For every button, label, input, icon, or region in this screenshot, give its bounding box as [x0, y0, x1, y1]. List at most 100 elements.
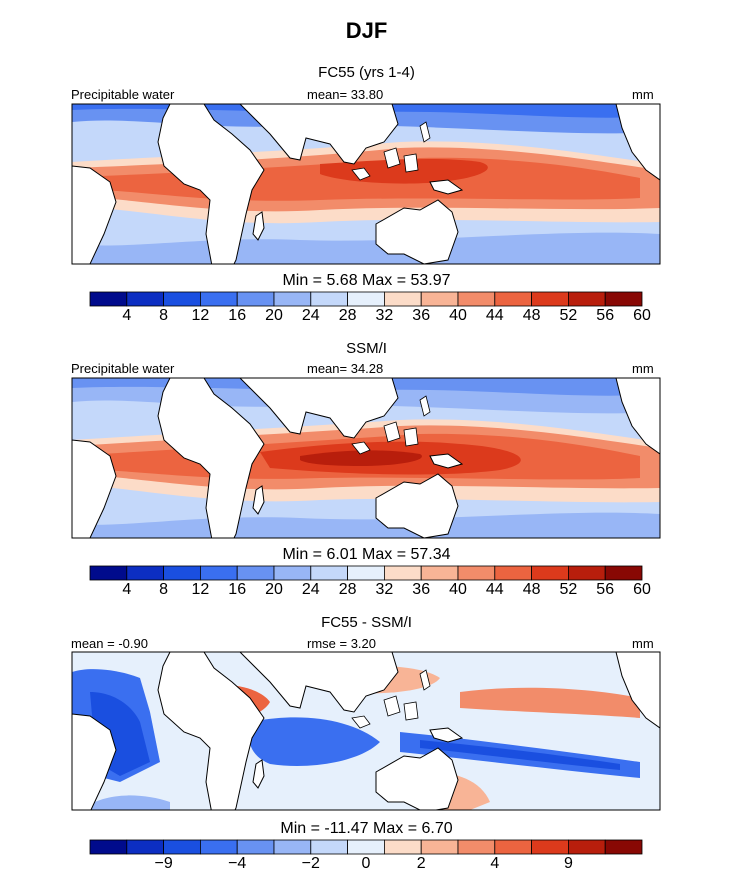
colorbar-swatch	[531, 839, 569, 855]
colorbar-swatch	[236, 565, 275, 581]
page-title: DJF	[345, 18, 388, 43]
panel-3-minmax: Min = -11.47 Max = 6.70	[280, 820, 453, 837]
colorbar-swatch	[126, 291, 165, 307]
panel-3-frame	[71, 651, 661, 811]
colorbar-tick-label: 36	[412, 307, 431, 324]
panel-3-rmse-label: rmse = 3.20	[307, 636, 377, 651]
panel-2-left-label: Precipitable water	[71, 361, 175, 376]
colorbar-tick-label: 28	[338, 307, 357, 324]
panel-2-colorbar	[89, 565, 643, 581]
panel-3-left-label: mean = -0.90	[71, 636, 148, 651]
colorbar-swatch	[273, 291, 312, 307]
colorbar-swatch	[604, 291, 643, 307]
panel-2-title: SSM/I	[346, 340, 387, 357]
panel-1-left-label: Precipitable water	[71, 87, 175, 102]
colorbar-swatch	[568, 565, 606, 581]
colorbar-tick-label: 56	[596, 307, 615, 324]
colorbar-tick-label: 4	[122, 307, 132, 324]
colorbar-tick-label: 28	[338, 581, 357, 598]
colorbar-tick-label: 40	[449, 307, 467, 324]
colorbar-swatch	[531, 291, 569, 307]
colorbar-tick-label: 48	[522, 307, 541, 324]
panel-2-units: mm	[632, 361, 654, 376]
colorbar-tick-label: 20	[265, 307, 283, 324]
colorbar-tick-label: 44	[485, 581, 504, 598]
colorbar-tick-label: 2	[416, 855, 426, 872]
colorbar-tick-label: −4	[228, 855, 247, 872]
colorbar-tick-label: 4	[122, 581, 132, 598]
panel-1-frame	[71, 103, 661, 265]
panel-2-mean-label: mean= 34.28	[307, 361, 384, 376]
colorbar-tick-label: 20	[265, 581, 283, 598]
colorbar-swatch	[420, 565, 459, 581]
colorbar-tick-label: 56	[596, 581, 615, 598]
colorbar-swatch	[310, 839, 348, 855]
panel-3-colorbar	[89, 839, 643, 855]
colorbar-swatch	[383, 839, 422, 855]
colorbar-tick-label: 4	[490, 855, 500, 872]
colorbar-tick-label: 12	[191, 581, 210, 598]
colorbar-swatch	[273, 565, 312, 581]
colorbar-swatch	[457, 565, 496, 581]
colorbar-swatch	[420, 839, 459, 855]
colorbar-swatch	[236, 291, 275, 307]
colorbar-swatch	[89, 839, 128, 855]
panel-1-map	[72, 104, 660, 264]
colorbar-tick-label: 12	[191, 307, 210, 324]
panel-1-minmax: Min = 5.68 Max = 53.97	[282, 272, 451, 289]
colorbar-tick-label: 36	[412, 581, 431, 598]
panel-1-units: mm	[632, 87, 654, 102]
colorbar-swatch	[531, 565, 569, 581]
colorbar-tick-label: 16	[228, 581, 247, 598]
colorbar-tick-label: 52	[559, 581, 578, 598]
colorbar-swatch	[568, 839, 606, 855]
colorbar-swatch	[89, 565, 128, 581]
panel-3-title: FC55 - SSM/I	[321, 614, 412, 631]
panel-3-map	[72, 652, 660, 810]
colorbar-swatch	[163, 291, 201, 307]
colorbar-swatch	[163, 839, 201, 855]
panel-2-minmax: Min = 6.01 Max = 57.34	[282, 546, 451, 563]
colorbar-swatch	[383, 291, 422, 307]
colorbar-tick-label: 32	[375, 307, 394, 324]
colorbar-swatch	[383, 565, 422, 581]
colorbar-swatch	[273, 839, 312, 855]
panel-2-map	[72, 378, 660, 538]
colorbar-swatch	[126, 839, 165, 855]
colorbar-swatch	[199, 291, 238, 307]
colorbar-tick-label: 52	[559, 307, 578, 324]
colorbar-swatch	[163, 565, 201, 581]
colorbar-swatch	[199, 565, 238, 581]
colorbar-tick-label: −2	[301, 855, 320, 872]
colorbar-swatch	[568, 291, 606, 307]
panel-2-frame	[71, 377, 661, 539]
colorbar-tick-label: 24	[301, 307, 320, 324]
colorbar-swatch	[236, 839, 275, 855]
colorbar-swatch	[604, 839, 643, 855]
panel-1-title: FC55 (yrs 1-4)	[318, 64, 415, 81]
colorbar-swatch	[494, 565, 532, 581]
colorbar-swatch	[457, 839, 496, 855]
panel-3-units: mm	[632, 636, 654, 651]
colorbar-tick-label: −9	[154, 855, 173, 872]
colorbar-swatch	[126, 565, 165, 581]
colorbar-swatch	[310, 565, 348, 581]
colorbar-swatch	[457, 291, 496, 307]
colorbar-swatch	[199, 839, 238, 855]
colorbar-tick-label: 24	[301, 581, 320, 598]
colorbar-tick-label: 60	[633, 307, 651, 324]
colorbar-tick-label: 60	[633, 581, 651, 598]
colorbar-tick-label: 9	[563, 855, 573, 872]
colorbar-swatch	[89, 291, 128, 307]
colorbar-tick-label: 0	[361, 855, 371, 872]
colorbar-swatch	[604, 565, 643, 581]
colorbar-swatch	[347, 565, 385, 581]
colorbar-tick-label: 40	[449, 581, 467, 598]
colorbar-tick-label: 48	[522, 581, 541, 598]
colorbar-swatch	[347, 839, 385, 855]
colorbar-swatch	[420, 291, 459, 307]
colorbar-tick-label: 16	[228, 307, 247, 324]
colorbar-swatch	[494, 291, 532, 307]
colorbar-tick-label: 44	[485, 307, 504, 324]
